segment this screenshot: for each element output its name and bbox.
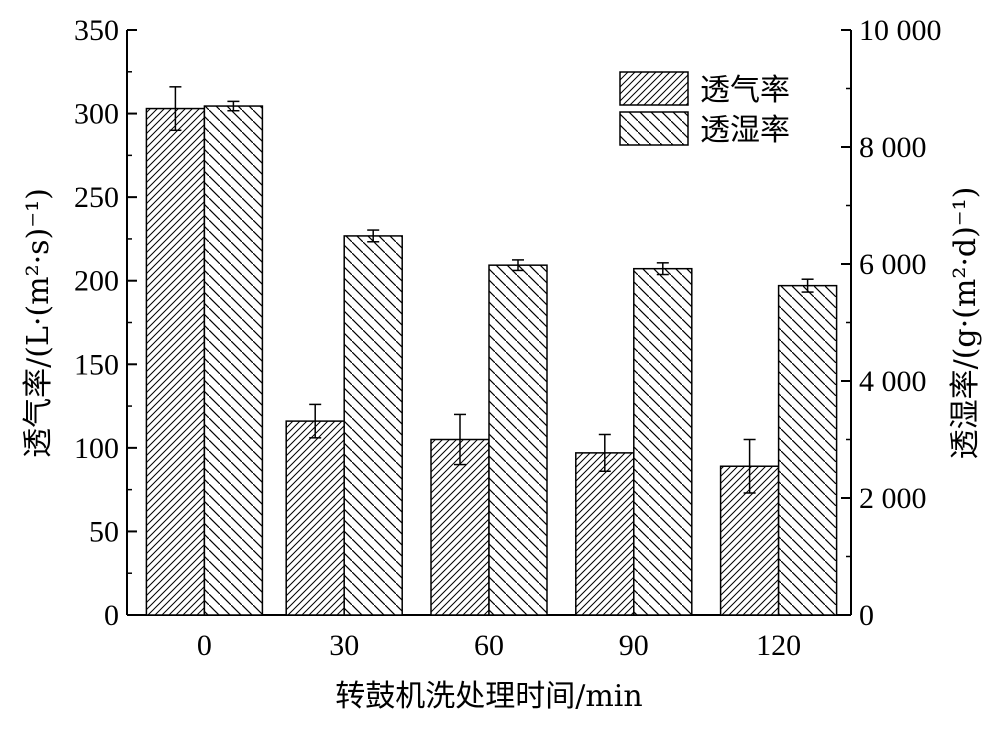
bar-air-permeability <box>575 452 635 616</box>
y-axis-label-right: 透湿率/(g·(m²·d)⁻¹) <box>948 187 983 460</box>
bar-air-permeability <box>430 438 490 616</box>
left-tick-label: 250 <box>74 181 119 214</box>
bar-moisture-permeability <box>488 264 548 616</box>
right-tick-label: 8 000 <box>859 131 927 164</box>
right-tick-label: 6 000 <box>859 248 927 281</box>
bar-air-permeability <box>285 420 345 616</box>
left-tick-label: 0 <box>104 599 119 632</box>
left-tick-label: 50 <box>89 515 119 548</box>
bar-moisture-permeability <box>777 284 838 616</box>
legend-label-air: 透气率 <box>700 73 790 108</box>
x-tick-label: 120 <box>756 629 801 662</box>
right-tick-label: 0 <box>859 599 874 632</box>
bars <box>145 86 838 616</box>
bar-moisture-permeability <box>203 105 264 616</box>
legend-label-moisture: 透湿率 <box>700 113 790 148</box>
left-tick-label: 300 <box>74 98 119 131</box>
left-tick-label: 200 <box>74 265 119 298</box>
legend: 透气率 透湿率 <box>619 71 790 148</box>
left-tick-label: 350 <box>74 14 119 47</box>
left-tick-label: 150 <box>74 348 119 381</box>
right-tick-label: 4 000 <box>859 365 927 398</box>
legend-swatch-moisture <box>619 111 689 146</box>
x-axis-ticks: 0 30 60 90 120 <box>197 629 801 662</box>
left-axis-ticks: 0 50 100 150 200 250 300 350 <box>74 14 137 632</box>
bar-moisture-permeability <box>343 235 403 616</box>
x-tick-label: 0 <box>197 629 212 662</box>
x-axis-label: 转鼓机洗处理时间/min <box>335 679 642 714</box>
right-axis-ticks: 0 2 000 4 000 6 000 8 000 10 000 <box>841 14 942 632</box>
left-tick-label: 100 <box>74 432 119 465</box>
x-tick-label: 30 <box>329 629 359 662</box>
y-axis-label-left: 透气率/(L·(m²·s)⁻¹) <box>21 188 56 458</box>
bar-air-permeability <box>145 107 206 616</box>
right-tick-label: 10 000 <box>859 14 942 47</box>
bar-moisture-permeability <box>633 267 693 616</box>
right-tick-label: 2 000 <box>859 482 927 515</box>
x-tick-label: 60 <box>474 629 504 662</box>
x-tick-label: 90 <box>619 629 649 662</box>
legend-swatch-air <box>619 71 689 106</box>
